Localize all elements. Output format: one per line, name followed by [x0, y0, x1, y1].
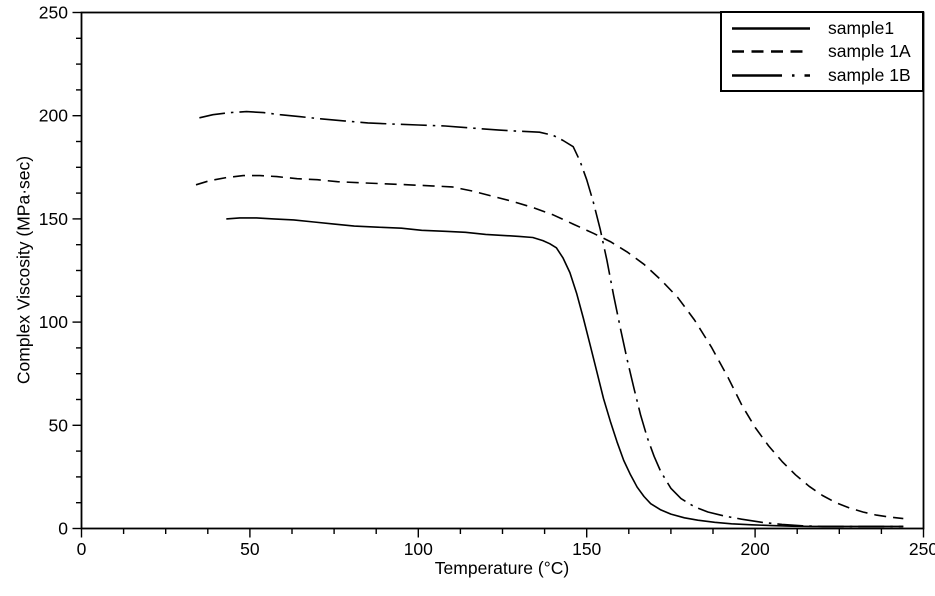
- legend-item-sample-1a: sample 1A: [729, 40, 922, 63]
- y-tick-label: 50: [49, 415, 69, 435]
- x-tick-label: 100: [404, 539, 433, 559]
- legend-label: sample 1A: [828, 41, 911, 61]
- y-tick-label: 150: [39, 209, 68, 229]
- curve-sample-1B: [199, 110, 904, 528]
- x-tick-label: 200: [740, 539, 769, 559]
- y-tick-label: 100: [39, 312, 68, 332]
- y-axis-title: Complex Viscosity (MPa·sec): [13, 155, 34, 385]
- x-axis-title: Temperature (°C): [434, 558, 570, 578]
- curve-sample-1A: [195, 174, 904, 520]
- x-tick-label: 150: [572, 539, 601, 559]
- legend-item-sample-1b: sample 1B: [729, 64, 922, 87]
- legend-item-sample1: sample1: [729, 17, 922, 40]
- legend-label: sample 1B: [828, 64, 911, 85]
- dashed-line-icon: [732, 50, 810, 53]
- y-tick-label: 250: [39, 3, 68, 23]
- y-tick-label: 0: [58, 519, 68, 539]
- legend-label: sample1: [828, 17, 895, 38]
- curve-sample1: [226, 217, 904, 528]
- dashdot-line-icon: [732, 73, 810, 77]
- solid-line-icon: [732, 26, 810, 30]
- x-tick-label: 50: [240, 539, 260, 559]
- x-tick-label: 0: [77, 539, 87, 559]
- y-tick-label: 200: [39, 106, 68, 126]
- legend: sample1 sample 1A sample 1B: [720, 11, 924, 92]
- x-tick-label: 250: [909, 539, 935, 559]
